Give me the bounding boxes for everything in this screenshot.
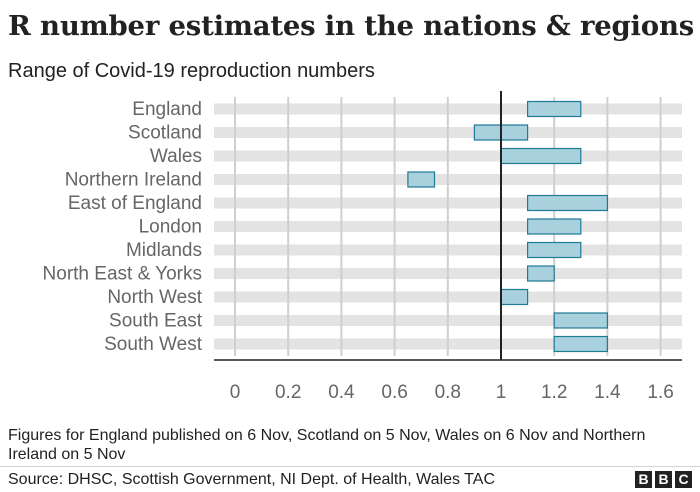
category-label: Midlands xyxy=(126,240,202,261)
range-bar xyxy=(526,265,555,282)
chart-subtitle: Range of Covid-19 reproduction numbers xyxy=(8,60,375,82)
category-label: South East xyxy=(109,311,203,332)
bbc-logo-letter: B xyxy=(635,471,652,488)
publication-note: Figures for England published on 6 Nov, … xyxy=(8,427,646,463)
category-label: East of England xyxy=(68,193,202,214)
x-tick-label: 0 xyxy=(230,382,241,403)
source-credit: Source: DHSC, Scottish Government, NI De… xyxy=(8,471,495,488)
category-label: London xyxy=(139,217,202,238)
x-tick-label: 0.6 xyxy=(381,382,407,403)
range-bar xyxy=(526,218,582,235)
x-tick-label: 0.2 xyxy=(275,382,301,403)
x-tick-label: 1 xyxy=(496,382,507,403)
x-tick-label: 1.4 xyxy=(594,382,621,403)
category-label: Northern Ireland xyxy=(65,170,202,191)
footer-divider xyxy=(0,466,700,467)
category-label: South West xyxy=(104,334,203,355)
range-bar xyxy=(526,194,608,212)
x-tick-label: 1.6 xyxy=(647,382,673,403)
category-label: England xyxy=(132,99,202,120)
range-bar xyxy=(526,241,582,259)
x-tick-label: 0.8 xyxy=(435,382,461,403)
category-label: North East & Yorks xyxy=(43,264,202,285)
category-label: North West xyxy=(107,287,202,308)
chart-title: R number estimates in the nations & regi… xyxy=(8,10,695,42)
range-bar xyxy=(500,288,529,306)
range-bar xyxy=(407,171,436,188)
range-bar xyxy=(553,312,609,329)
x-tick-label: 0.4 xyxy=(328,382,355,403)
bbc-logo: B B C xyxy=(635,471,692,488)
range-bar xyxy=(553,335,609,353)
range-bar xyxy=(500,147,582,165)
category-label: Wales xyxy=(150,146,202,167)
range-bar xyxy=(526,100,582,118)
category-label: Scotland xyxy=(128,123,202,144)
bbc-logo-letter: B xyxy=(655,471,672,488)
bbc-logo-letter: C xyxy=(675,471,692,488)
x-tick-label: 1.2 xyxy=(541,382,567,403)
